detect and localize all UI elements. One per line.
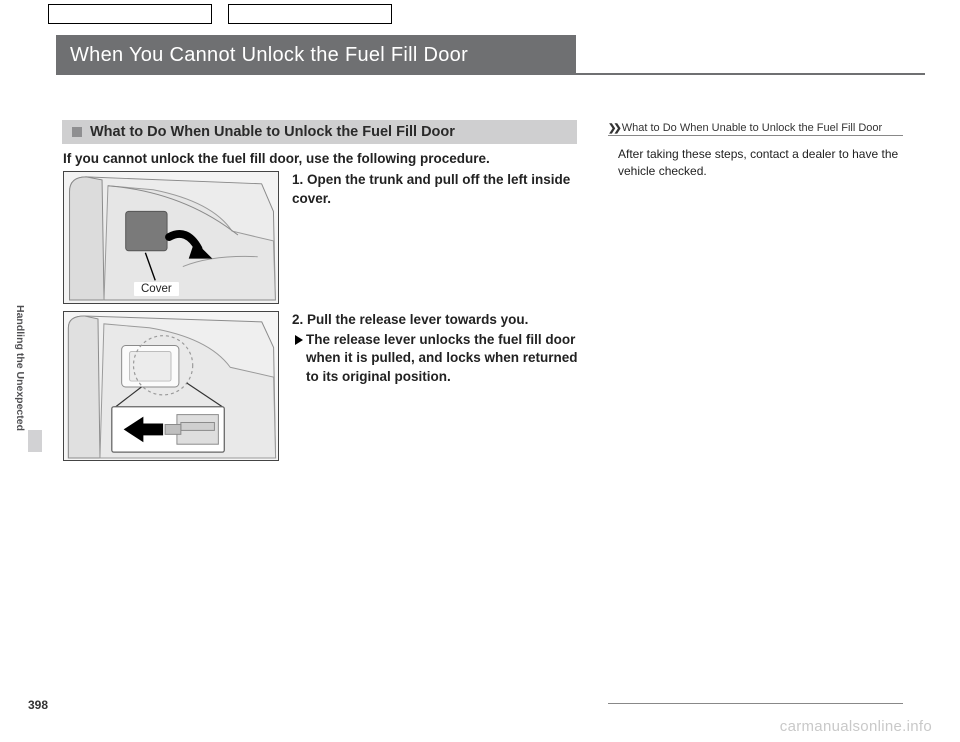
top-bookmark-bar — [0, 4, 960, 32]
spine-chapter-label: Handling the Unexpected — [14, 305, 26, 431]
section-title-rule — [576, 73, 925, 75]
step-2-text: 2. Pull the release lever towards you. T… — [292, 311, 582, 387]
step-1-text: 1. Open the trunk and pull off the left … — [292, 171, 582, 208]
bookmark-box-1 — [48, 4, 212, 24]
step-2-line1: 2. Pull the release lever towards you. — [292, 311, 582, 330]
side-note-heading: ❯❯ What to Do When Unable to Unlock the … — [608, 122, 903, 136]
side-note-heading-text: What to Do When Unable to Unlock the Fue… — [622, 122, 882, 134]
figure-release-lever-svg — [64, 312, 278, 460]
bookmark-box-2 — [228, 4, 392, 24]
step-2-line2: The release lever unlocks the fuel fill … — [306, 332, 578, 384]
subheading-square-icon — [72, 127, 82, 137]
side-note-bottom-rule — [608, 703, 903, 704]
section-title-band: When You Cannot Unlock the Fuel Fill Doo… — [56, 35, 576, 75]
figure-trunk-cover: Cover — [63, 171, 279, 304]
page-number: 398 — [28, 698, 48, 712]
side-note-column: ❯❯ What to Do When Unable to Unlock the … — [608, 122, 903, 181]
triangle-bullet-icon — [295, 335, 303, 345]
spine-tab — [28, 430, 42, 452]
intro-text: If you cannot unlock the fuel fill door,… — [63, 151, 490, 166]
chevron-icon: ❯❯ — [608, 123, 619, 134]
side-note-body: After taking these steps, contact a deal… — [608, 146, 903, 181]
section-title: When You Cannot Unlock the Fuel Fill Doo… — [70, 44, 468, 67]
figure-cover-label: Cover — [134, 282, 179, 296]
figure-release-lever — [63, 311, 279, 461]
step-2-line2-wrap: The release lever unlocks the fuel fill … — [292, 331, 582, 387]
subheading-bar: What to Do When Unable to Unlock the Fue… — [62, 120, 577, 144]
source-watermark: carmanualsonline.info — [780, 718, 932, 735]
subheading-text: What to Do When Unable to Unlock the Fue… — [90, 124, 455, 140]
